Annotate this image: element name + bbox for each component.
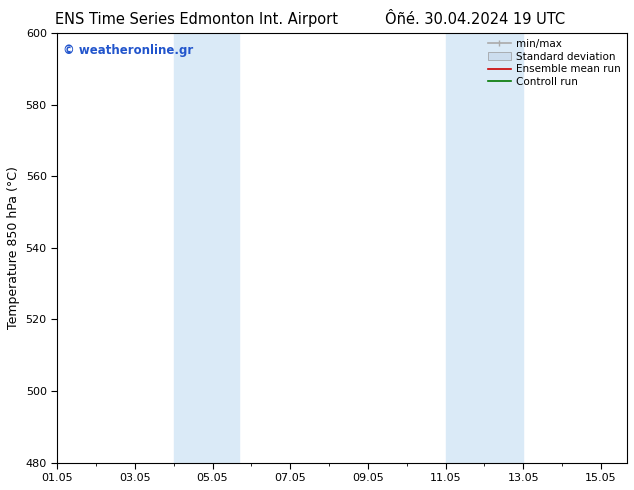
Text: © weatheronline.gr: © weatheronline.gr: [63, 44, 193, 57]
Text: ENS Time Series Edmonton Int. Airport: ENS Time Series Edmonton Int. Airport: [55, 12, 338, 27]
Bar: [446, 33, 523, 463]
Legend: min/max, Standard deviation, Ensemble mean run, Controll run: min/max, Standard deviation, Ensemble me…: [485, 36, 624, 90]
Y-axis label: Temperature 850 hPa (°C): Temperature 850 hPa (°C): [7, 167, 20, 329]
Bar: [174, 33, 238, 463]
Text: Ôñé. 30.04.2024 19 UTC: Ôñé. 30.04.2024 19 UTC: [385, 12, 566, 27]
